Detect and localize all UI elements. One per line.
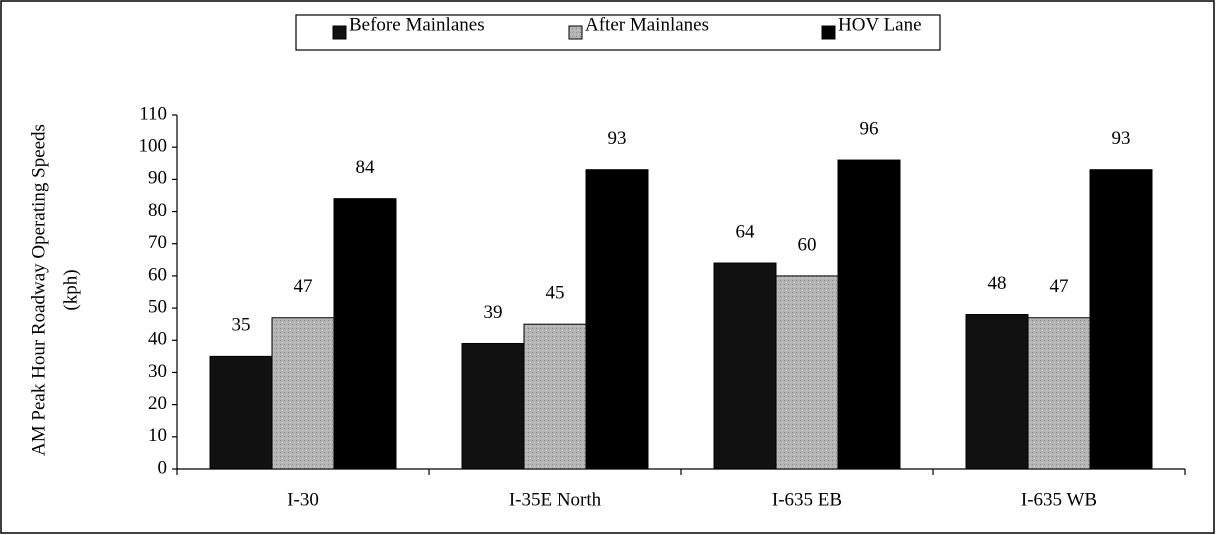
legend-swatch <box>821 25 836 40</box>
legend-label: After Mainlanes <box>585 14 709 35</box>
bar <box>713 262 777 470</box>
data-label: 47 <box>294 276 313 297</box>
bar <box>965 314 1029 470</box>
y-tick-label: 110 <box>139 103 167 124</box>
legend-swatch <box>568 25 583 40</box>
bar <box>333 198 397 470</box>
y-tick-label: 50 <box>148 296 167 317</box>
bar <box>209 355 273 470</box>
y-tick-label: 10 <box>148 425 167 446</box>
legend-label: HOV Lane <box>838 14 922 35</box>
y-tick-label: 0 <box>158 457 168 478</box>
x-tick-label: I-30 <box>287 489 319 510</box>
data-label: 47 <box>1050 276 1069 297</box>
data-label: 64 <box>736 221 756 242</box>
bar <box>523 323 587 470</box>
bar <box>837 159 901 470</box>
data-label: 93 <box>1112 128 1131 149</box>
data-label: 96 <box>860 118 879 139</box>
data-label: 39 <box>484 302 503 323</box>
data-label: 93 <box>608 128 627 149</box>
y-axis-label: AM Peak Hour Roadway Operating Speeds <box>28 124 49 456</box>
legend-swatch <box>332 25 347 40</box>
x-tick-label: I-635 WB <box>1021 489 1097 510</box>
y-tick-label: 60 <box>148 264 167 285</box>
y-tick-label: 40 <box>148 329 167 350</box>
x-tick-label: I-635 EB <box>772 489 842 510</box>
bar <box>775 275 839 470</box>
y-tick-label: 80 <box>148 200 167 221</box>
y-tick-label: 100 <box>139 136 168 157</box>
bar <box>1089 169 1153 470</box>
x-tick-label: I-35E North <box>509 489 602 510</box>
y-tick-label: 70 <box>148 232 167 253</box>
bar <box>1027 317 1091 470</box>
data-label: 45 <box>546 283 565 304</box>
y-tick-label: 20 <box>148 393 167 414</box>
data-label: 35 <box>232 315 251 336</box>
bar <box>461 342 525 470</box>
y-tick-label: 30 <box>148 361 167 382</box>
data-label: 60 <box>798 234 817 255</box>
legend-label: Before Mainlanes <box>349 14 485 35</box>
y-tick-label: 90 <box>148 168 167 189</box>
data-label: 84 <box>356 157 376 178</box>
bar <box>585 169 649 470</box>
data-label: 48 <box>988 273 1007 294</box>
y-axis-label: (kph) <box>60 269 81 310</box>
bar <box>271 317 335 470</box>
